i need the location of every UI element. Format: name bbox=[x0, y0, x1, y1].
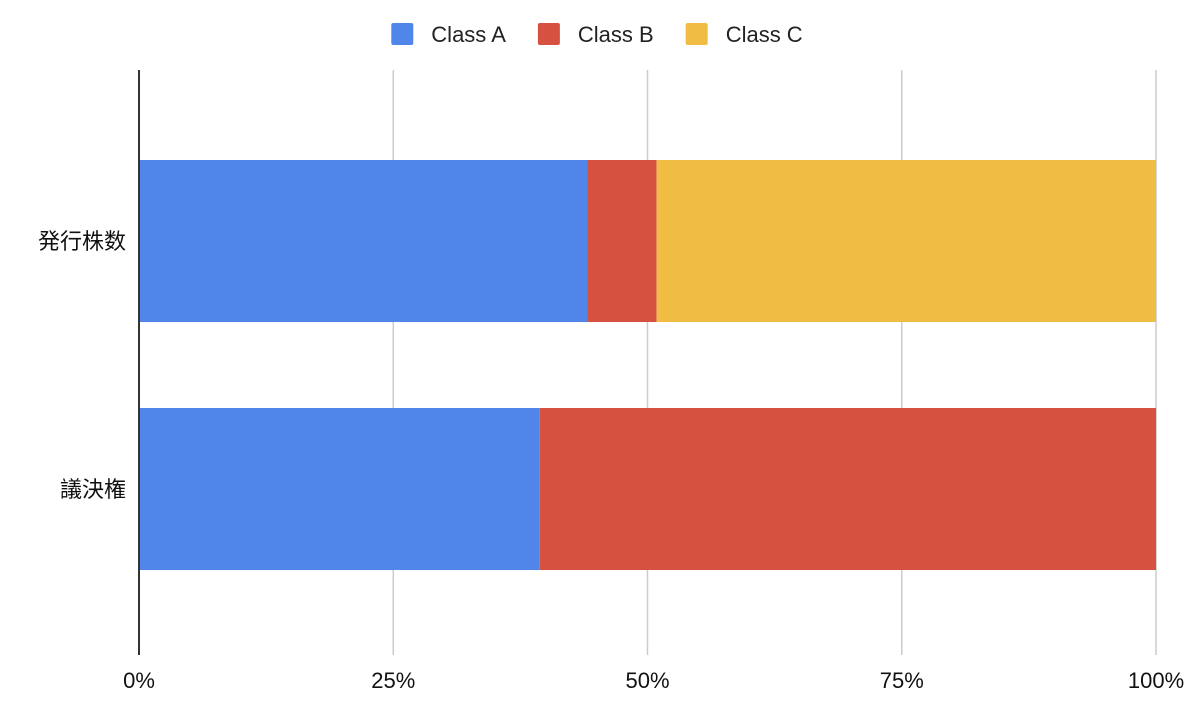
legend: Class A Class B Class C bbox=[391, 22, 803, 47]
legend-label: Class B bbox=[578, 22, 654, 47]
x-tick-label: 25% bbox=[371, 668, 415, 693]
legend-swatch bbox=[537, 23, 560, 45]
x-tick-label: 100% bbox=[1128, 668, 1184, 693]
bar-class-b-1 bbox=[587, 160, 657, 322]
legend-label: Class A bbox=[431, 22, 506, 47]
bar-class-a-2 bbox=[139, 408, 540, 570]
legend-swatch bbox=[685, 23, 708, 45]
legend-item: Class B bbox=[537, 22, 654, 47]
category-label: 発行株数 bbox=[38, 230, 126, 255]
bars bbox=[139, 160, 1156, 570]
bar-class-b-2 bbox=[539, 408, 1156, 570]
legend-item: Class A bbox=[391, 22, 506, 47]
x-tick-label: 50% bbox=[625, 668, 669, 693]
x-tick-label: 0% bbox=[123, 668, 155, 693]
legend-swatch bbox=[391, 23, 414, 45]
legend-label: Class C bbox=[726, 22, 803, 47]
x-tick-label: 75% bbox=[880, 668, 924, 693]
category-label: 議決権 bbox=[60, 478, 126, 503]
bar-class-a-1 bbox=[139, 160, 588, 322]
legend-item: Class C bbox=[685, 22, 803, 47]
x-tick-labels: 0% 25% 50% 75% 100% bbox=[123, 668, 1184, 693]
bar-class-c-1 bbox=[656, 160, 1156, 322]
